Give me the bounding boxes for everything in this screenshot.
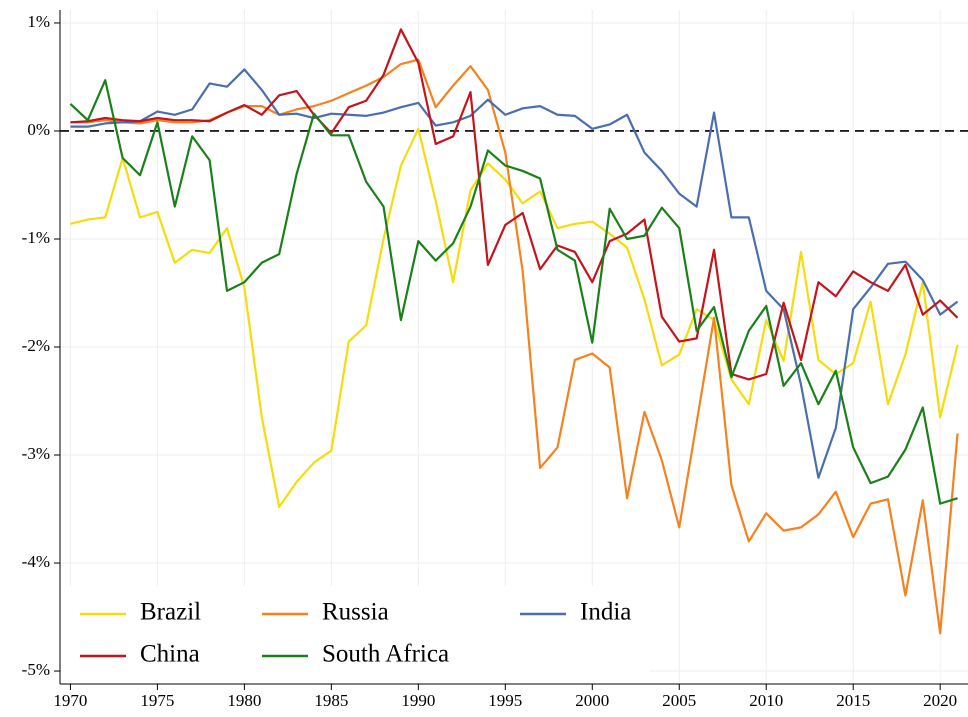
x-tick-label: 2010 xyxy=(749,691,783,710)
legend-label: India xyxy=(580,599,631,626)
x-tick-label: 1990 xyxy=(401,691,435,710)
x-tick-label: 1995 xyxy=(488,691,522,710)
legend-label: Russia xyxy=(322,599,389,626)
x-tick-label: 2000 xyxy=(575,691,609,710)
y-tick-label: -2% xyxy=(22,336,50,355)
x-tick-label: 2020 xyxy=(923,691,957,710)
x-tick-label: 1975 xyxy=(140,691,174,710)
x-tick-label: 1970 xyxy=(53,691,87,710)
legend-label: Brazil xyxy=(140,599,201,626)
series-line xyxy=(69,79,958,505)
x-tick-label: 2005 xyxy=(662,691,696,710)
series-line xyxy=(70,58,959,635)
y-tick-label: -4% xyxy=(22,552,50,571)
y-tick-label: 1% xyxy=(27,12,50,31)
series-line xyxy=(70,68,959,479)
x-tick-label: 1985 xyxy=(314,691,348,710)
legend-label: South Africa xyxy=(322,641,449,668)
y-tick-label: -3% xyxy=(22,444,50,463)
series-line xyxy=(70,127,959,508)
x-tick-label: 1980 xyxy=(227,691,261,710)
series-line xyxy=(70,28,959,381)
y-tick-label: 0% xyxy=(27,120,50,139)
y-tick-label: -1% xyxy=(22,228,50,247)
x-tick-label: 2015 xyxy=(836,691,870,710)
legend-label: China xyxy=(140,641,200,668)
y-tick-label: -5% xyxy=(22,660,50,679)
legend-box xyxy=(62,586,650,683)
